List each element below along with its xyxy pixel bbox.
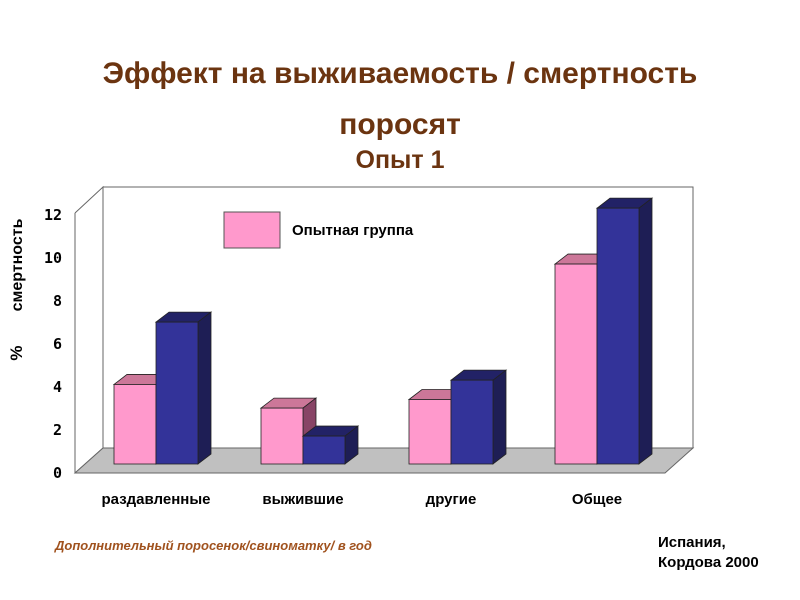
bar-front	[408, 399, 452, 465]
y-tick-label: 10	[44, 249, 62, 267]
bars	[112, 197, 654, 465]
title-line-1: Эффект на выживаемость / смертность	[102, 57, 698, 90]
floor	[73, 447, 695, 474]
y-tick-label: 6	[53, 335, 62, 353]
category-label: выжившие	[262, 491, 343, 508]
y-ticks: 0 2 4 6 8 10 12	[44, 206, 62, 482]
bar-blue-0	[154, 311, 213, 465]
bar-front	[596, 207, 640, 465]
bar-front	[113, 384, 157, 465]
y-tick-label: 0	[53, 464, 62, 482]
bar-blue-1	[301, 425, 360, 465]
y-tick-label: 12	[44, 206, 62, 224]
category-labels: раздавленные выжившие другие Общее	[102, 491, 623, 508]
category-label: Общее	[572, 491, 622, 508]
bar-side	[638, 197, 653, 465]
y-tick-label: 4	[53, 378, 62, 396]
category-label: другие	[426, 491, 477, 508]
category-label: раздавленные	[102, 491, 211, 508]
bar-front	[554, 263, 598, 465]
y-tick-label: 8	[53, 292, 62, 310]
legend-swatch	[223, 211, 281, 249]
y-axis-label: смертность	[9, 218, 26, 311]
bar-blue-3	[595, 197, 654, 465]
subtitle: Опыт 1	[355, 146, 445, 174]
footnote: Дополнительный поросенок/свиноматку/ в г…	[55, 538, 372, 553]
bar-side	[492, 369, 507, 465]
bar-front	[450, 379, 494, 465]
left-wall	[74, 185, 104, 474]
bar-front	[302, 435, 346, 465]
bar-blue-2	[449, 369, 508, 465]
source-line-2: Кордова 2000	[658, 554, 759, 571]
legend-label: Опытная группа	[292, 222, 414, 239]
source: Испания, Кордова 2000	[658, 533, 759, 573]
source-line-1: Испания,	[658, 534, 726, 551]
y-axis-label-percent: %	[7, 345, 26, 360]
bar-front	[155, 321, 199, 465]
bar-front	[260, 407, 304, 465]
y-tick-label: 2	[53, 421, 62, 439]
title-line-2: поросят	[339, 108, 461, 141]
bar-side	[197, 311, 212, 465]
